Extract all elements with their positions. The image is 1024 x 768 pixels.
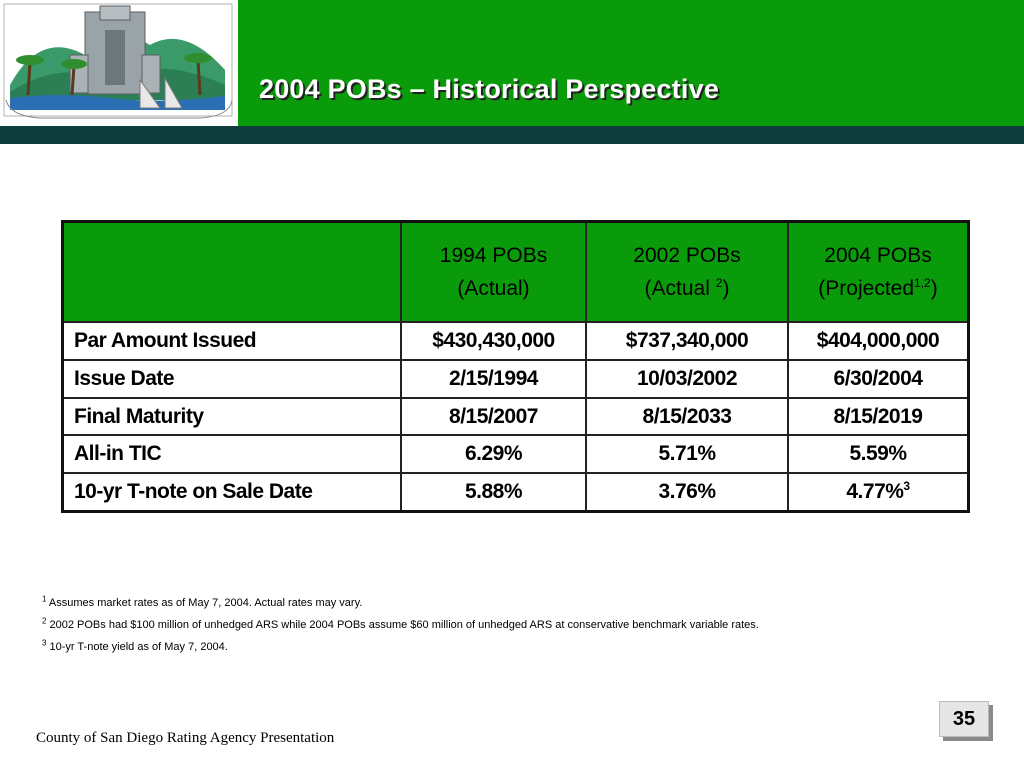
table-cell: 4.77%3 bbox=[787, 472, 970, 513]
header-line1: 2002 POBs bbox=[633, 243, 741, 267]
header-superscript: 1,2 bbox=[914, 276, 931, 291]
header-line2: (Actual) bbox=[457, 277, 530, 301]
footnote-number: 3 bbox=[42, 638, 47, 648]
row-label: 10-yr T-note on Sale Date bbox=[61, 472, 402, 513]
footer-text: County of San Diego Rating Agency Presen… bbox=[36, 730, 335, 746]
slide-title: 2004 POBs – Historical Perspective bbox=[259, 74, 720, 104]
header-line2: (Actual bbox=[644, 277, 716, 301]
row-label: All-in TIC bbox=[61, 434, 402, 475]
footnote-text: 2002 POBs had $100 million of unhedged A… bbox=[49, 619, 759, 631]
footnotes: 1 Assumes market rates as of May 7, 2004… bbox=[42, 594, 759, 663]
table-corner-cell bbox=[61, 220, 402, 324]
table-cell: 5.59% bbox=[787, 434, 970, 475]
footnote-text: Assumes market rates as of May 7, 2004. … bbox=[48, 597, 363, 609]
cell-superscript: 3 bbox=[903, 479, 910, 494]
county-logo-icon bbox=[0, 0, 238, 126]
row-label: Final Maturity bbox=[61, 396, 402, 437]
footnote-number: 1 bbox=[42, 594, 47, 604]
table-cell: 10/03/2002 bbox=[585, 359, 789, 399]
table-row: Final Maturity 8/15/2007 8/15/2033 8/15/… bbox=[61, 396, 970, 437]
table-row: Par Amount Issued $430,430,000 $737,340,… bbox=[61, 321, 970, 362]
footnote-text: 10-yr T-note yield as of May 7, 2004. bbox=[49, 641, 228, 653]
header-line1: 2004 POBs bbox=[824, 243, 932, 267]
row-label: Issue Date bbox=[61, 359, 402, 399]
table-header-row: 1994 POBs (Actual) 2002 POBs (Actual 2) … bbox=[61, 220, 970, 324]
page-number: 35 bbox=[939, 701, 989, 737]
header-line2: (Projected bbox=[818, 277, 915, 301]
table-cell: $404,000,000 bbox=[787, 321, 970, 362]
table-cell: $430,430,000 bbox=[400, 321, 587, 362]
header-line1: 1994 POBs bbox=[439, 243, 548, 267]
column-header-2002: 2002 POBs (Actual 2) bbox=[585, 220, 789, 324]
column-header-1994: 1994 POBs (Actual) bbox=[400, 220, 587, 324]
pob-comparison-table: 1994 POBs (Actual) 2002 POBs (Actual 2) … bbox=[61, 220, 970, 513]
footnote-3: 3 10-yr T-note yield as of May 7, 2004. bbox=[42, 638, 759, 653]
table-row: 10-yr T-note on Sale Date 5.88% 3.76% 4.… bbox=[61, 472, 970, 513]
table-row: Issue Date 2/15/1994 10/03/2002 6/30/200… bbox=[61, 359, 970, 399]
table-cell: 2/15/1994 bbox=[400, 359, 587, 399]
county-logo bbox=[0, 0, 240, 126]
table-cell: 5.71% bbox=[585, 434, 789, 475]
header-stripe bbox=[0, 126, 1024, 144]
table-cell: $737,340,000 bbox=[585, 321, 789, 362]
table-cell: 6.29% bbox=[400, 434, 587, 475]
table-row: All-in TIC 6.29% 5.71% 5.59% bbox=[61, 434, 970, 475]
header-tail: ) bbox=[722, 277, 730, 301]
table-cell: 8/15/2033 bbox=[585, 396, 789, 437]
row-label: Par Amount Issued bbox=[61, 321, 402, 362]
header-band bbox=[238, 0, 1024, 127]
header-tail: ) bbox=[930, 277, 938, 301]
table-cell: 3.76% bbox=[585, 472, 789, 513]
footnote-number: 2 bbox=[42, 616, 47, 626]
cell-value: 4.77% bbox=[846, 480, 904, 504]
table-cell: 8/15/2019 bbox=[787, 396, 970, 437]
table-cell: 8/15/2007 bbox=[400, 396, 587, 437]
header-superscript: 2 bbox=[715, 276, 723, 291]
footnote-1: 1 Assumes market rates as of May 7, 2004… bbox=[42, 594, 759, 609]
footnote-2: 2 2002 POBs had $100 million of unhedged… bbox=[42, 616, 759, 631]
column-header-2004: 2004 POBs (Projected1,2) bbox=[787, 220, 970, 324]
table-cell: 5.88% bbox=[400, 472, 587, 513]
table-cell: 6/30/2004 bbox=[787, 359, 970, 399]
